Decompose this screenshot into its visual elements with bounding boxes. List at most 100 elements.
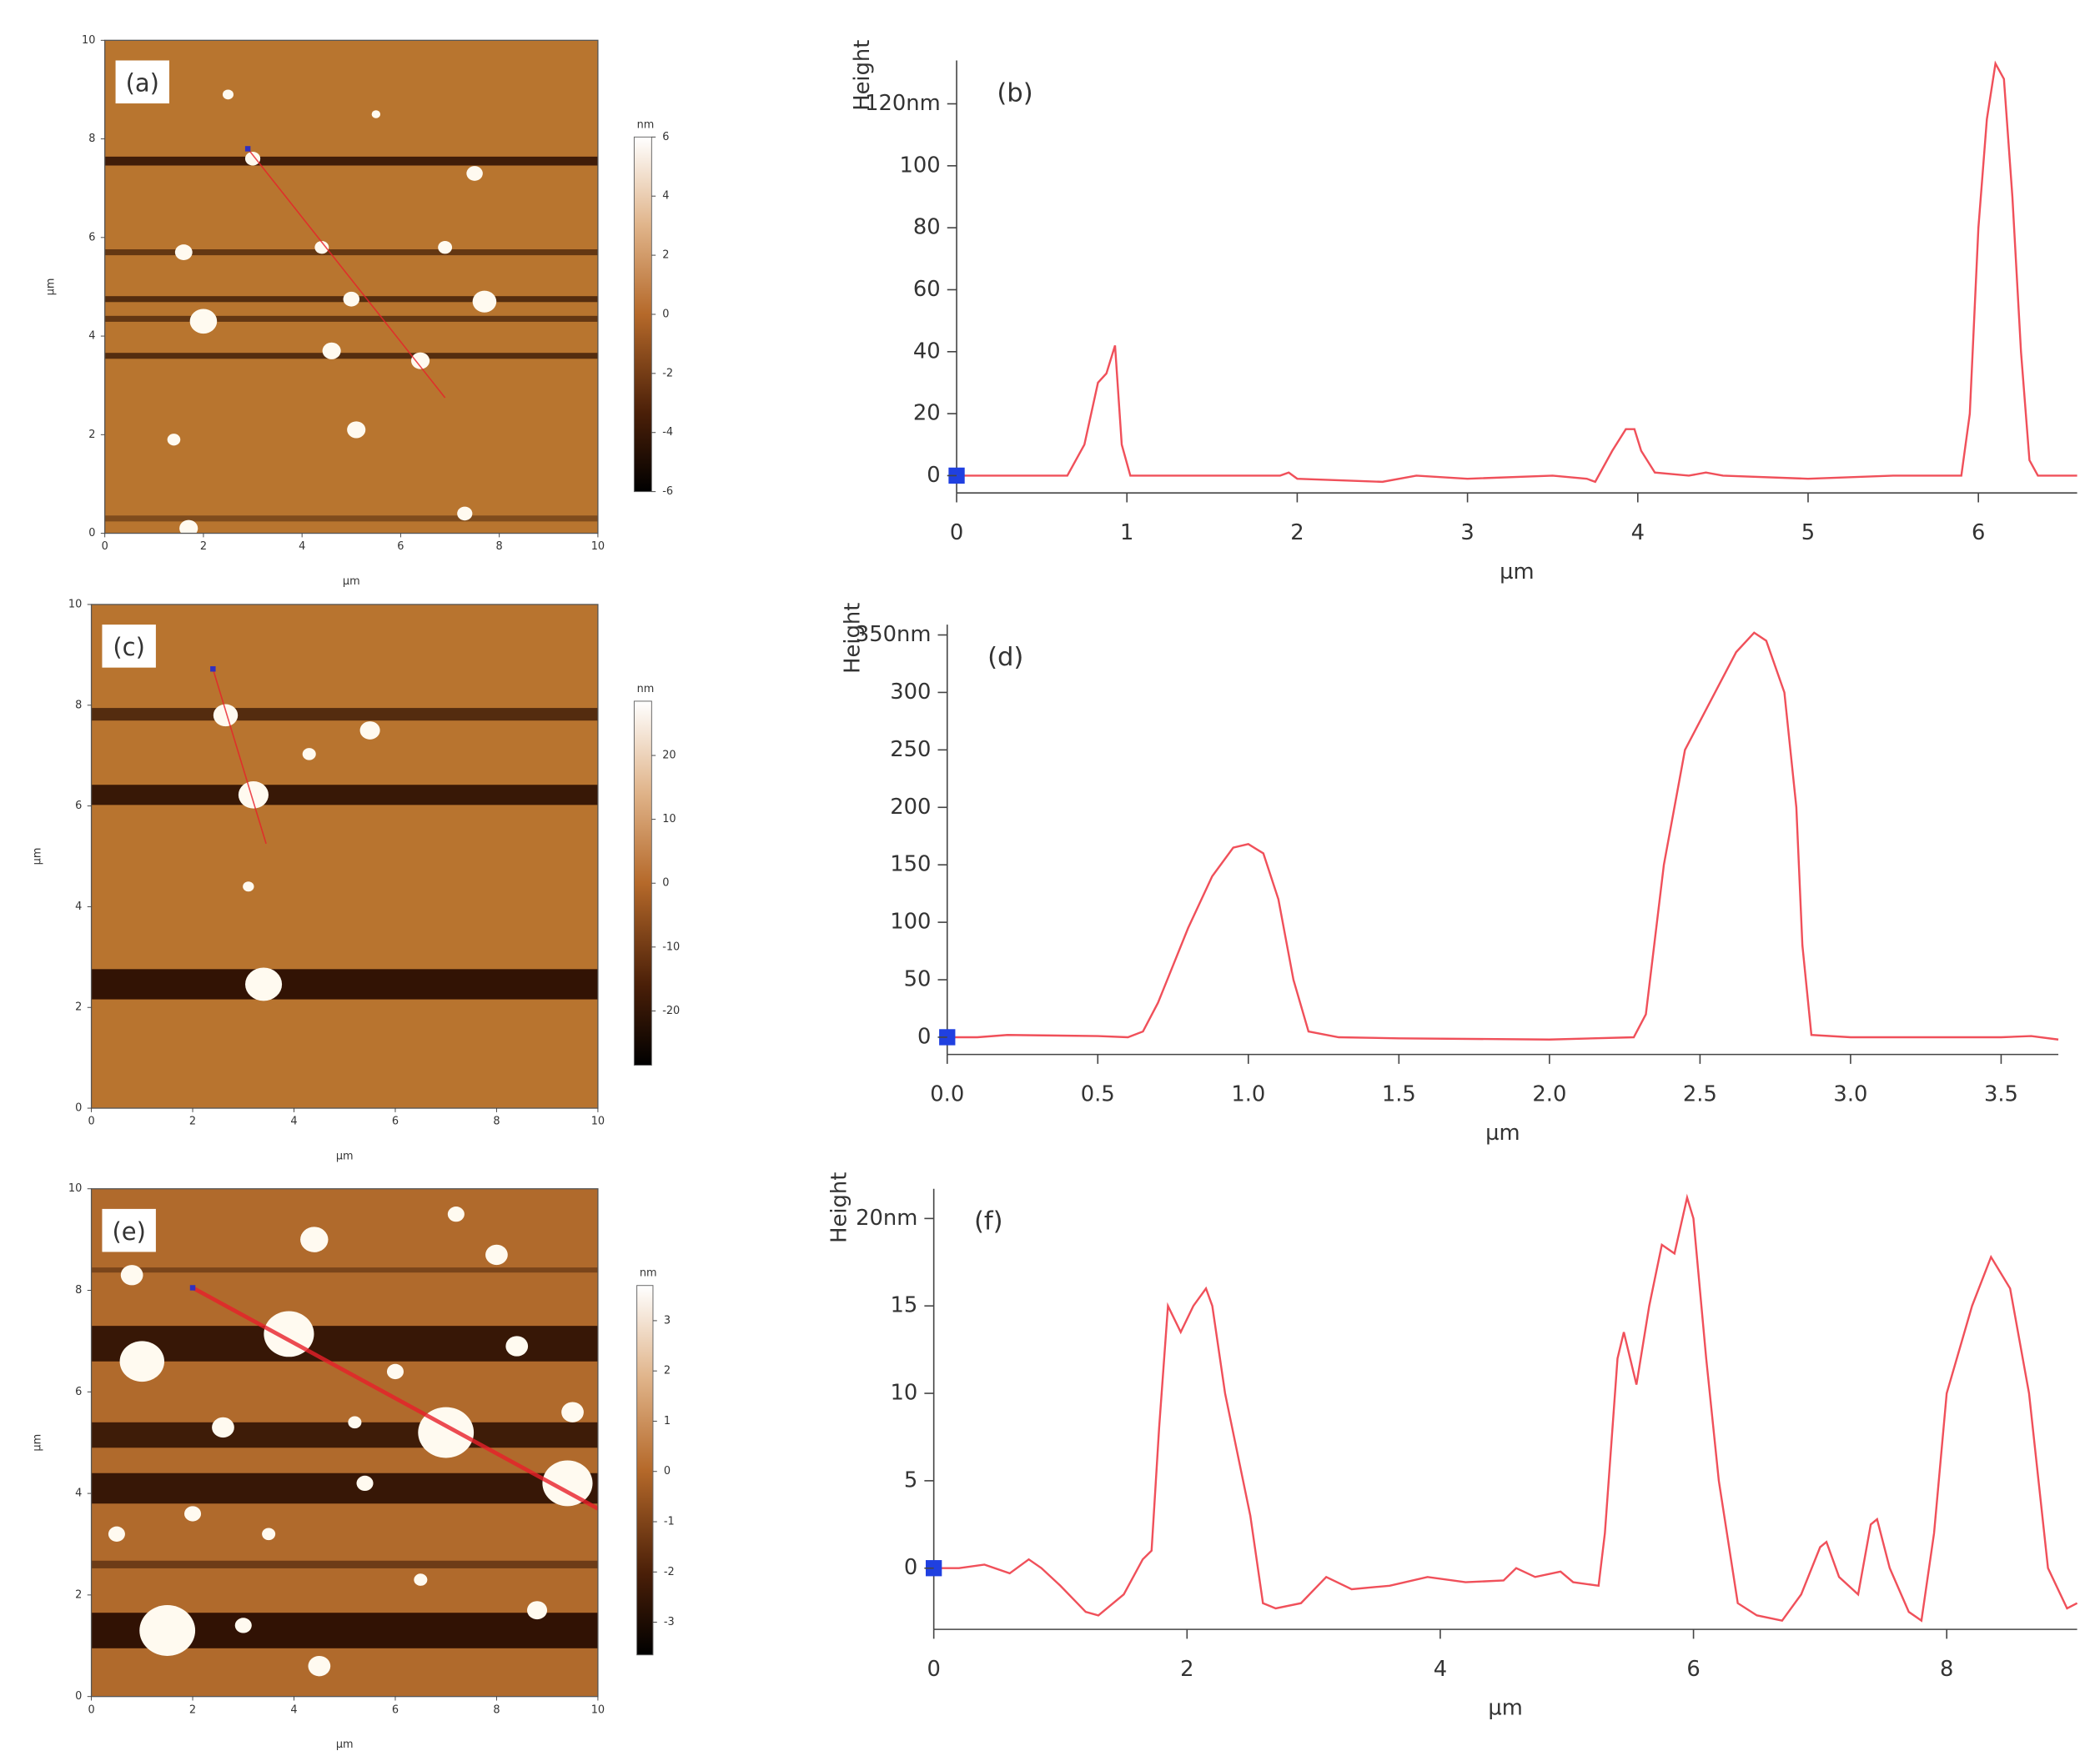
y-tick-label: 200 [890,795,931,820]
particle [167,434,181,446]
y-tick-label: 20 [913,401,941,426]
probe-start [189,1285,196,1291]
y-axis-label: Height [826,1172,852,1243]
particle [119,1341,165,1382]
y-tick-label: 4 [75,1488,82,1500]
x-tick-label: 0 [88,1703,94,1716]
y-tick-label: 15 [891,1293,918,1318]
y-tick-label: 10 [68,598,82,610]
particle [213,704,239,727]
colorbar-tick-label: -6 [662,485,673,498]
panel-label: (b) [997,78,1032,108]
frame [90,1188,599,1698]
particle [139,1605,196,1656]
x-axis-label: µm [336,1151,354,1163]
label-bg [102,625,156,668]
panel-label: (f) [974,1207,1003,1236]
scan-stripe [104,249,598,256]
x-tick-label: 3.0 [1833,1081,1867,1106]
colorbar-tick-label: 10 [662,813,676,825]
probe-start [244,146,251,152]
x-tick-label: 8 [496,540,503,553]
y-tick-label: 20nm [856,1206,917,1231]
y-tick-label: 4 [88,330,95,343]
x-tick-label: 6 [392,1116,399,1128]
scan-stripe [104,315,598,322]
x-tick-label: 0.5 [1081,1081,1115,1106]
probe-start [210,666,216,672]
particle [184,1506,202,1522]
colorbar-tick-label: 3 [664,1314,671,1327]
particle [120,1265,143,1286]
particle [174,244,193,261]
colorbar-tick-label: -20 [662,1005,680,1017]
profile-line [212,669,267,845]
y-tick-label: 8 [88,133,95,145]
x-tick-label: 10 [591,1116,605,1128]
x-tick-label: 10 [591,1703,605,1716]
afm-image [104,40,598,534]
scan-stripe [91,1267,598,1273]
particle [179,519,198,534]
panel: (d) 0.0 0.5 1.0 1.5 2.0 2.5 3.0 3.5 0 50 100 150 200 2… [840,603,2059,1146]
particle [245,967,283,1001]
particle [243,881,254,892]
frame [104,39,599,534]
particle [343,291,360,307]
panel: (f) 0 2 4 6 8 0 5 10 15 20nm µm Height [826,1172,2078,1721]
y-tick-label: 120nm [865,91,941,116]
x-tick-label: 0 [950,520,963,545]
colorbar-label: nm [637,118,655,131]
x-tick-label: 2 [200,540,207,553]
particle [466,166,483,181]
scan-stripe [104,353,598,359]
x-axis-label: µm [343,575,360,588]
y-tick-label: 0 [75,1102,82,1115]
y-tick-label: 350nm [856,622,932,647]
y-tick-label: 50 [904,967,932,992]
scan-stripe [91,1560,598,1568]
colorbar-tick-label: 2 [662,249,669,262]
x-tick-label: 4 [290,1116,297,1128]
x-axis-label: µm [1500,559,1534,584]
particle [414,1573,428,1586]
particle [542,1460,593,1507]
particle [356,1475,374,1492]
x-axis-label: µm [1488,1696,1522,1721]
x-tick-label: 4 [1631,520,1645,545]
y-tick-label: 100 [900,153,941,178]
x-axis-label: µm [1485,1121,1520,1146]
y-axis-label: Height [850,40,875,111]
y-tick-label: 0 [927,463,940,488]
particle [108,1526,125,1542]
colorbar-tick-label: 20 [662,750,676,762]
y-axis-label: µm [32,848,44,865]
y-tick-label: 6 [75,800,82,812]
y-tick-label: 8 [75,699,82,711]
y-tick-label: 100 [890,910,931,935]
colorbar-tick-label: -2 [662,367,673,379]
particle [244,151,261,166]
particle [411,352,430,369]
y-tick-label: 2 [75,1001,82,1014]
particle [302,748,316,760]
x-tick-label: 4 [299,540,305,553]
colorbar [633,136,652,493]
colorbar-tick-label: -2 [664,1566,675,1578]
particle [348,1416,362,1429]
particle [234,1618,252,1633]
x-tick-label: 3.5 [1984,1081,2018,1106]
x-tick-label: 1.0 [1231,1081,1265,1106]
y-tick-label: 6 [75,1386,82,1398]
particle [222,89,234,100]
scan-stripe [91,708,598,721]
x-tick-label: 8 [493,1116,500,1128]
y-tick-label: 300 [890,680,931,705]
y-tick-label: 150 [890,852,931,877]
colorbar [636,1285,654,1656]
y-tick-label: 4 [75,901,82,913]
label-bg [102,1208,156,1252]
particle [526,1601,548,1620]
